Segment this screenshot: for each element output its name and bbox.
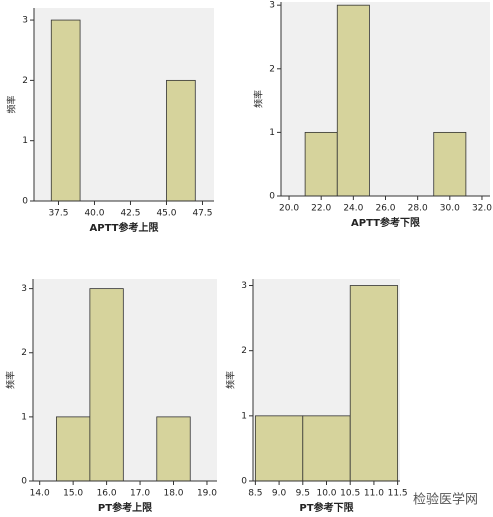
x-tick-label: 18.0 [163,489,183,499]
x-tick-label: 15.0 [63,489,83,499]
x-tick-label: 47.5 [192,209,212,219]
x-tick-label: 26.0 [375,204,395,214]
y-tick-label: 2 [241,346,247,356]
bar [336,4,370,197]
bar [166,79,196,202]
x-tick-label: 11.0 [364,489,384,499]
x-tick-label: 45.0 [156,209,176,219]
y-axis-label: 频率 [6,95,18,113]
x-tick-label: 24.0 [343,204,363,214]
x-tick-label: 8.5 [248,489,262,499]
bar [302,415,351,482]
bar [433,131,467,197]
y-axis-label: 频率 [225,371,237,389]
x-tick-label: 10.5 [340,489,360,499]
y-tick-label: 2 [21,348,27,358]
x-axis-label: APTT参考下限 [351,216,421,229]
y-axis-label: 频率 [5,371,17,389]
y-tick-label: 3 [269,1,275,11]
y-tick-label: 1 [22,136,28,146]
x-tick-label: 28.0 [408,204,428,214]
y-tick-label: 2 [269,64,275,74]
y-tick-label: 3 [241,281,247,291]
bar [254,415,304,482]
bar [50,19,81,202]
bar [156,416,191,482]
bar [89,288,124,482]
x-tick-label: 30.0 [440,204,460,214]
x-tick-label: 16.0 [97,489,117,499]
y-tick-label: 1 [21,412,27,422]
x-tick-label: 10.0 [316,489,336,499]
x-tick-label: 42.5 [120,209,140,219]
x-tick-label: 40.0 [84,209,104,219]
x-tick-label: 17.0 [130,489,150,499]
x-tick-label: 14.0 [30,489,50,499]
y-tick-label: 1 [241,411,247,421]
y-tick-label: 2 [22,76,28,86]
x-tick-label: 9.5 [296,489,310,499]
bar [349,285,399,482]
y-tick-label: 3 [21,284,27,294]
x-tick-label: 9.0 [272,489,287,499]
y-tick-label: 0 [241,477,247,487]
y-tick-label: 0 [21,477,27,487]
x-tick-label: 22.0 [311,204,331,214]
watermark: 检验医学网 [413,492,478,508]
bar [304,131,338,197]
y-tick-label: 1 [269,128,275,138]
x-axis-label: PT参考下限 [299,501,354,514]
y-axis-label: 频率 [253,90,265,108]
y-tick-label: 0 [269,192,275,202]
x-tick-label: 37.5 [48,209,68,219]
y-tick-label: 0 [22,197,28,207]
x-tick-label: 19.0 [197,489,217,499]
x-tick-label: 11.5 [388,489,408,499]
x-tick-label: 20.0 [279,204,299,214]
x-axis-label: APTT参考上限 [90,221,160,234]
x-axis-label: PT参考上限 [98,501,153,514]
x-tick-label: 32.0 [472,204,492,214]
y-tick-label: 3 [22,16,28,26]
bar [56,416,91,482]
